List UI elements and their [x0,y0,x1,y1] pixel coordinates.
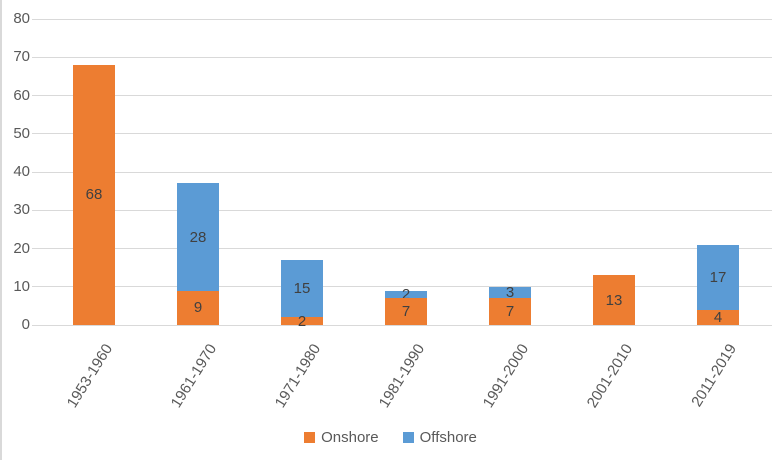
gridline-60 [32,95,772,96]
x-axis-label-2001-2010: 2001-2010 [583,341,637,411]
bar-segment-onshore-1953-1960: 68 [73,64,115,325]
gridline-10 [32,286,772,288]
y-axis-tick-70: 70 [13,48,30,66]
y-axis-tick-50: 50 [13,124,30,142]
bar-value-label-onshore-1961-1970: 9 [193,299,203,317]
chart-legend: Onshore Offshore [2,427,779,447]
bar-segment-onshore-2001-2010: 13 [593,275,635,325]
bar-value-label-onshore-1953-1960: 68 [85,186,103,204]
bar-1961-1970: 28 9 [177,183,219,325]
gridline-70 [32,56,772,58]
bar-segment-offshore-1991-2000: 3 [489,284,531,301]
onshore-legend-swatch [304,431,316,443]
bar-segment-onshore-1991-2000: 7 [489,298,531,325]
offshore-legend-swatch [402,431,414,443]
x-axis-label-1991-2000: 1991-2000 [479,341,533,411]
bar-1971-1980: 15 2 [281,259,323,329]
y-axis-tick-60: 60 [13,86,30,104]
bar-2011-2019: 17 4 [697,244,739,326]
bar-value-label-offshore-1961-1970: 28 [189,228,207,246]
gridline-30 [32,209,772,211]
bar-segment-onshore-2011-2019: 4 [697,308,739,326]
x-axis-label-1981-1990: 1981-1990 [375,341,429,411]
bar-value-label-offshore-1981-1990: 2 [401,285,411,303]
legend-item-offshore: Offshore [402,428,477,446]
onshore-legend-label: Onshore [321,428,379,446]
gridline-0 [32,324,772,326]
bar-segment-offshore-2011-2019: 17 [697,244,739,310]
gridline-20 [32,248,772,249]
y-axis-tick-30: 30 [13,201,30,219]
bar-value-label-onshore-1991-2000: 7 [505,303,515,321]
y-axis-tick-10: 10 [13,277,30,295]
gridline-50 [32,133,772,135]
y-axis-tick-40: 40 [13,163,30,180]
bar-value-label-onshore-2011-2019: 4 [713,308,723,326]
bar-segment-offshore-1971-1980: 15 [281,259,323,318]
bar-segment-onshore-1961-1970: 9 [177,290,219,325]
bar-segment-offshore-1961-1970: 28 [177,183,219,291]
bar-value-label-onshore-2001-2010: 13 [605,291,623,309]
legend-item-onshore: Onshore [304,429,379,446]
bar-value-label-onshore-1971-1980: 2 [297,312,307,330]
bar-1953-1960: 68 [73,64,115,325]
y-axis-tick-80: 80 [13,10,30,27]
y-axis-tick-20: 20 [13,239,30,257]
bar-value-label-offshore-2011-2019: 17 [709,268,727,286]
x-axis-label-1953-1960: 1953-1960 [63,341,117,411]
x-axis-label-1961-1970: 1961-1970 [167,341,221,411]
gridline-80 [32,18,772,20]
offshore-legend-label: Offshore [419,428,477,446]
x-axis-label-2011-2019: 2011-2019 [688,341,741,410]
bar-value-label-onshore-1981-1990: 7 [401,303,411,321]
bar-segment-onshore-1981-1990: 7 [385,298,427,325]
gridline-40 [32,171,772,173]
bar-value-label-offshore-1971-1980: 15 [293,280,311,298]
bar-segment-offshore-1981-1990: 2 [385,287,427,302]
bar-2001-2010: 13 [593,275,635,325]
bar-segment-onshore-1971-1980: 2 [281,314,323,329]
bar-value-label-offshore-1991-2000: 3 [505,284,515,301]
x-axis-label-1971-1980: 1971-1980 [271,341,325,411]
y-axis-tick-0: 0 [21,316,30,333]
